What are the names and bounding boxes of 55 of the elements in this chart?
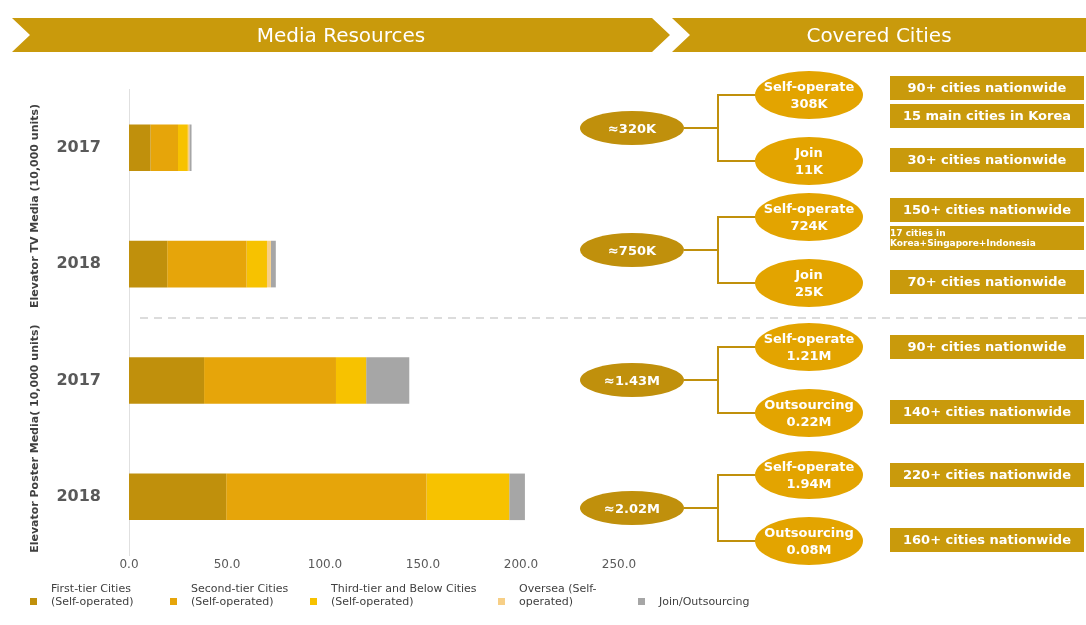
text: 160+ cities nationwide — [890, 528, 1084, 552]
bar — [129, 240, 168, 288]
bar — [270, 240, 276, 288]
y-tick-label: 2018 — [56, 253, 101, 273]
text: 70+ cities nationwide — [890, 270, 1084, 294]
x-tick-label: 0.0 — [119, 557, 139, 572]
legend-label: First-tier Cities (Self-operated) — [51, 582, 135, 608]
bar — [226, 473, 427, 521]
chart-title: Media Resources — [12, 18, 670, 52]
y-tick-label: 2017 — [56, 369, 101, 389]
x-tick-label: 250.0 — [601, 557, 637, 572]
y-tick-label: 2017 — [56, 136, 101, 156]
text: Self-operate 308K — [755, 71, 863, 119]
x-tick-label: 150.0 — [405, 557, 441, 572]
bar — [204, 357, 336, 404]
text: Elevator Poster Media( 10,000 units) — [27, 324, 41, 553]
x-tick-label: 200.0 — [503, 557, 539, 572]
text: Covered Cities — [672, 18, 1086, 52]
bar — [246, 240, 267, 288]
bar — [335, 357, 367, 404]
bar — [150, 124, 178, 172]
text: 90+ cities nationwide 15 main cities in Korea — [901, 79, 1073, 125]
bar — [509, 473, 525, 521]
y-tick-label: 2018 — [56, 485, 101, 505]
legend-label: Second-tier Cities (Self-operated) — [191, 582, 290, 608]
bar — [129, 357, 205, 404]
annotation: ≈320K — [580, 111, 684, 145]
legend-label: Oversea (Self-operated) — [519, 582, 598, 608]
bar — [129, 124, 151, 172]
annotation: ≈750K — [580, 233, 684, 267]
text: 220+ cities nationwide — [890, 463, 1084, 487]
legend-label: Third-tier and Below Cities (Self-operated) — [331, 582, 478, 608]
text: Join 11K — [755, 137, 863, 185]
annotation: ≈1.43M — [580, 363, 684, 397]
x-tick-label: 100.0 — [307, 557, 343, 572]
text: Self-operate 724K — [755, 193, 863, 241]
text: Outsourcing 0.08M — [755, 517, 863, 565]
text: 90+ cities nationwide — [890, 335, 1084, 359]
text: 150+ cities nationwide 17 cities in Korea+Singapore+Indonesia — [890, 201, 1072, 250]
text: 140+ cities nationwide — [890, 400, 1084, 424]
text: Self-operate 1.21M — [755, 323, 863, 371]
annotation: ≈2.02M — [580, 491, 684, 525]
text: Self-operate 1.94M — [755, 451, 863, 499]
bar — [366, 357, 410, 404]
bar — [426, 473, 510, 521]
bar — [266, 240, 271, 288]
text: 30+ cities nationwide — [890, 148, 1084, 172]
text: Join 25K — [755, 259, 863, 307]
bar — [178, 124, 188, 172]
x-tick-label: 50.0 — [213, 557, 241, 572]
bar — [167, 240, 247, 288]
text: Elevator TV Media (10,000 units) — [27, 103, 41, 309]
bar — [129, 473, 227, 521]
text: Outsourcing 0.22M — [755, 389, 863, 437]
legend-label: Join/Outsourcing — [659, 595, 750, 608]
